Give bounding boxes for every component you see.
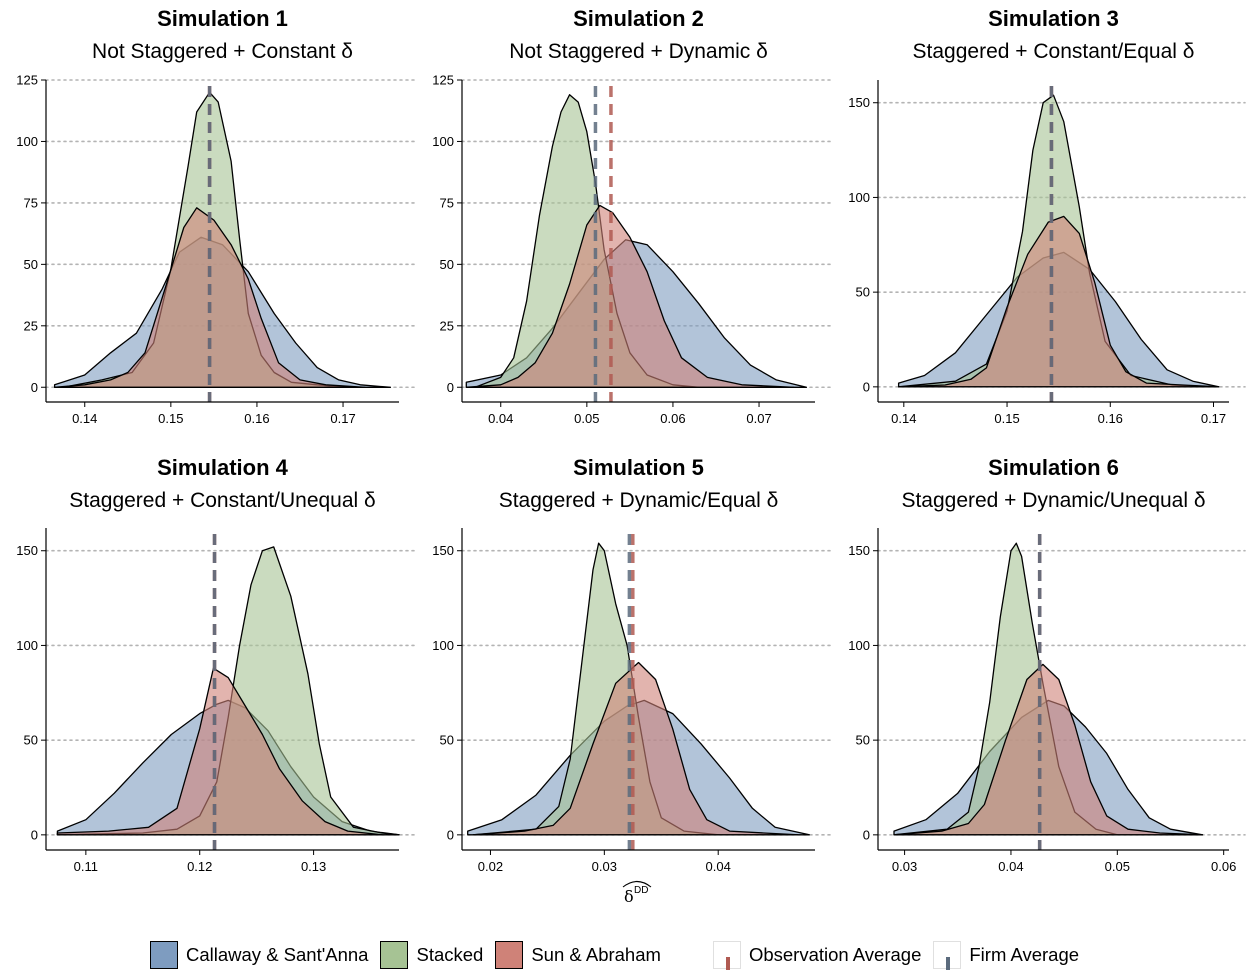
x-tick-label: 0.06 (660, 411, 685, 426)
observation-line-swatch (712, 941, 741, 970)
y-tick-label: 100 (16, 638, 38, 653)
y-tick-label: 25 (440, 318, 454, 333)
chart-panel-4: Simulation 4 Staggered + Constant/Unequal… (16, 455, 416, 874)
chart-panel-5: Simulation 5 Staggered + Dynamic/Equal δ 0… (432, 455, 832, 874)
x-tick-label: 0.06 (1211, 859, 1236, 874)
y-tick-label: 50 (440, 733, 454, 748)
callaway-swatch (150, 941, 178, 969)
x-tick-label: 0.07 (746, 411, 771, 426)
x-tick-label: 0.04 (706, 859, 731, 874)
x-axis-label-superscript: DD (634, 885, 648, 896)
legend: Callaway & Sant'Anna Stacked Sun & Abrah… (150, 938, 1091, 972)
legend-label-callaway: Callaway & Sant'Anna (186, 944, 369, 965)
panel-title: Simulation 2 (573, 6, 704, 31)
x-tick-label: 0.11 (74, 859, 98, 874)
density-sun-abraham (56, 667, 383, 836)
legend-item-sun: Sun & Abraham (495, 941, 661, 969)
panel-subtitle: Staggered + Dynamic/Unequal δ (901, 489, 1205, 512)
panel-title: Simulation 3 (988, 6, 1119, 31)
x-tick-label: 0.03 (892, 859, 917, 874)
x-tick-label: 0.14 (891, 411, 916, 426)
y-tick-label: 100 (16, 134, 38, 149)
chart-panel-3: Simulation 3 Staggered + Constant/Equal δ… (848, 6, 1246, 426)
y-tick-label: 0 (31, 380, 38, 395)
x-tick-label: 0.13 (301, 859, 326, 874)
panel-title: Simulation 1 (157, 6, 288, 31)
x-tick-label: 0.04 (488, 411, 513, 426)
panel-title: Simulation 5 (573, 455, 704, 480)
y-tick-label: 100 (432, 134, 454, 149)
density-sun-abraham (465, 204, 795, 388)
y-tick-label: 50 (24, 733, 38, 748)
y-tick-label: 75 (440, 195, 454, 210)
chart-panel-6: Simulation 6 Staggered + Dynamic/Unequal … (848, 455, 1246, 874)
x-axis-label-symbol: δ (624, 887, 634, 906)
x-tick-label: 0.04 (998, 859, 1023, 874)
x-tick-label: 0.14 (72, 411, 97, 426)
figure-canvas: Simulation 1 Not Staggered + Constant δ 0 2… (16, 6, 1246, 906)
y-tick-label: 50 (856, 285, 870, 300)
legend-label-observation: Observation Average (748, 944, 922, 965)
x-tick-label: 0.03 (592, 859, 617, 874)
legend-label-firm: Firm Average (969, 944, 1080, 965)
x-tick-label: 0.02 (478, 859, 503, 874)
density-sun-abraham (53, 207, 366, 388)
x-axis-label: δ DD (622, 880, 652, 906)
legend-label-stacked: Stacked (416, 944, 484, 965)
chart-panel-2: Simulation 2 Not Staggered + Dynamic δ 0 25… (432, 6, 832, 426)
x-tick-label: 0.12 (187, 859, 212, 874)
y-tick-label: 50 (440, 257, 454, 272)
y-tick-label: 50 (856, 733, 870, 748)
y-tick-label: 150 (848, 95, 870, 110)
y-tick-label: 150 (848, 543, 870, 558)
y-tick-label: 75 (24, 195, 38, 210)
y-tick-label: 125 (16, 73, 38, 88)
panel-subtitle: Staggered + Dynamic/Equal δ (499, 489, 779, 512)
y-tick-label: 100 (848, 638, 870, 653)
sun-swatch (495, 941, 524, 969)
x-tick-label: 0.16 (244, 411, 269, 426)
y-tick-label: 0 (447, 827, 454, 842)
x-tick-label: 0.05 (1105, 859, 1130, 874)
y-tick-label: 50 (24, 257, 38, 272)
y-tick-label: 100 (432, 638, 454, 653)
x-tick-label: 0.15 (994, 411, 1019, 426)
firm-line-swatch (933, 941, 962, 970)
x-tick-label: 0.17 (330, 411, 355, 426)
panel-subtitle: Not Staggered + Constant δ (92, 40, 353, 63)
y-tick-label: 0 (31, 827, 38, 842)
y-tick-label: 0 (863, 827, 870, 842)
y-tick-label: 150 (432, 543, 454, 558)
panel-title: Simulation 4 (157, 455, 289, 480)
chart-panel-1: Simulation 1 Not Staggered + Constant δ 0 2… (16, 6, 416, 426)
legend-item-stacked: Stacked (380, 941, 483, 969)
legend-item-observation: Observation Average (712, 941, 922, 970)
legend-item-callaway: Callaway & Sant'Anna (150, 941, 368, 969)
panel-title: Simulation 6 (988, 455, 1119, 480)
panel-subtitle: Staggered + Constant/Unequal δ (69, 489, 375, 512)
panel-subtitle: Not Staggered + Dynamic δ (509, 40, 768, 63)
y-tick-label: 0 (447, 380, 454, 395)
density-sun-abraham (897, 215, 1220, 388)
x-tick-label: 0.17 (1201, 411, 1226, 426)
x-tick-label: 0.05 (574, 411, 599, 426)
panel-subtitle: Staggered + Constant/Equal δ (913, 40, 1195, 63)
stacked-swatch (380, 941, 409, 969)
x-axis-label-hat (622, 880, 652, 888)
x-tick-label: 0.16 (1098, 411, 1123, 426)
y-tick-label: 100 (848, 190, 870, 205)
y-tick-label: 0 (863, 379, 870, 394)
legend-label-sun: Sun & Abraham (531, 944, 661, 965)
x-tick-label: 0.15 (158, 411, 183, 426)
legend-item-firm: Firm Average (933, 941, 1080, 970)
y-tick-label: 125 (432, 73, 454, 88)
density-sun-abraham (472, 661, 799, 836)
y-tick-label: 150 (16, 543, 38, 558)
density-sun-abraham (893, 663, 1204, 836)
y-tick-label: 25 (24, 318, 38, 333)
